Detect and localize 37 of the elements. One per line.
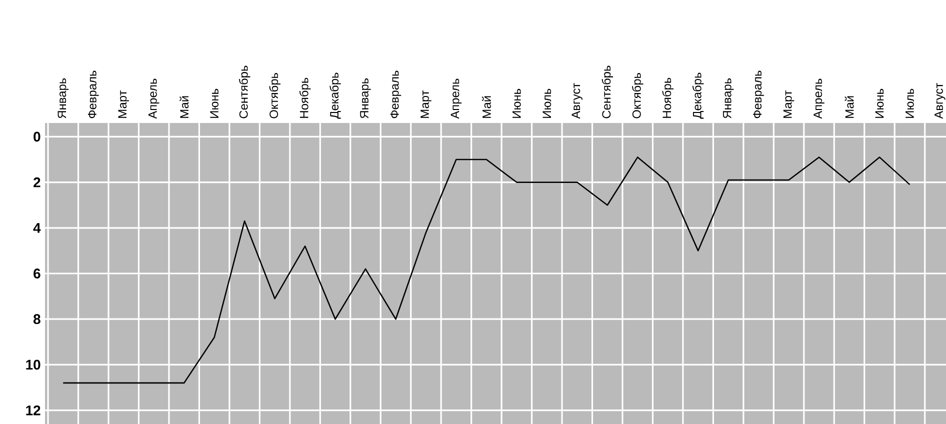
x-tick-label: Ноябрь	[299, 78, 311, 118]
y-tick-label: 6	[34, 268, 40, 278]
x-tick-label: Февраль	[390, 70, 402, 118]
x-tick-label: Июль	[542, 88, 552, 118]
x-tick-label: Июнь	[512, 88, 521, 118]
x-tick-label: Май	[844, 96, 854, 118]
x-tick-label: Март	[420, 90, 432, 118]
y-tick-label: 8	[34, 314, 40, 324]
x-tick-label: Май	[482, 96, 491, 118]
x-tick-label: Январь	[360, 78, 371, 118]
x-tick-label: Май	[180, 96, 189, 118]
x-tick-label: Апрель	[450, 78, 462, 119]
x-tick-label: Март	[118, 90, 129, 118]
y-tick-label: 2	[34, 177, 40, 188]
y-tick-label: 0	[34, 132, 40, 142]
x-tick-label: Январь	[722, 78, 734, 118]
x-tick-label: Сентябрь	[602, 66, 614, 118]
x-tick-label: Ноябрь	[662, 78, 674, 118]
y-tick-label: 10	[26, 360, 40, 370]
x-tick-label: Февраль	[88, 70, 99, 118]
x-tick-label: Февраль	[753, 70, 764, 118]
x-tick-label: Январь	[58, 78, 68, 118]
x-tick-label: Июнь	[210, 88, 218, 118]
y-tick-label: 4	[33, 223, 41, 233]
y-tick-label: 12	[26, 405, 40, 416]
x-tick-label: Декабрь	[330, 72, 341, 119]
x-tick-label: Сентябрь	[238, 66, 250, 118]
x-tick-label: Апрель	[814, 78, 824, 119]
x-tick-label: Март	[783, 90, 794, 118]
x-tick-label: Июль	[906, 88, 914, 118]
x-tick-label: Август	[572, 83, 582, 119]
x-tick-label: Август	[934, 83, 946, 119]
x-tick-label: Декабрь	[692, 72, 704, 119]
x-tick-label: Октябрь	[632, 72, 644, 118]
x-tick-label: Июнь	[875, 88, 884, 118]
x-tick-label: Октябрь	[269, 72, 280, 118]
x-tick-label: Апрель	[148, 78, 160, 119]
